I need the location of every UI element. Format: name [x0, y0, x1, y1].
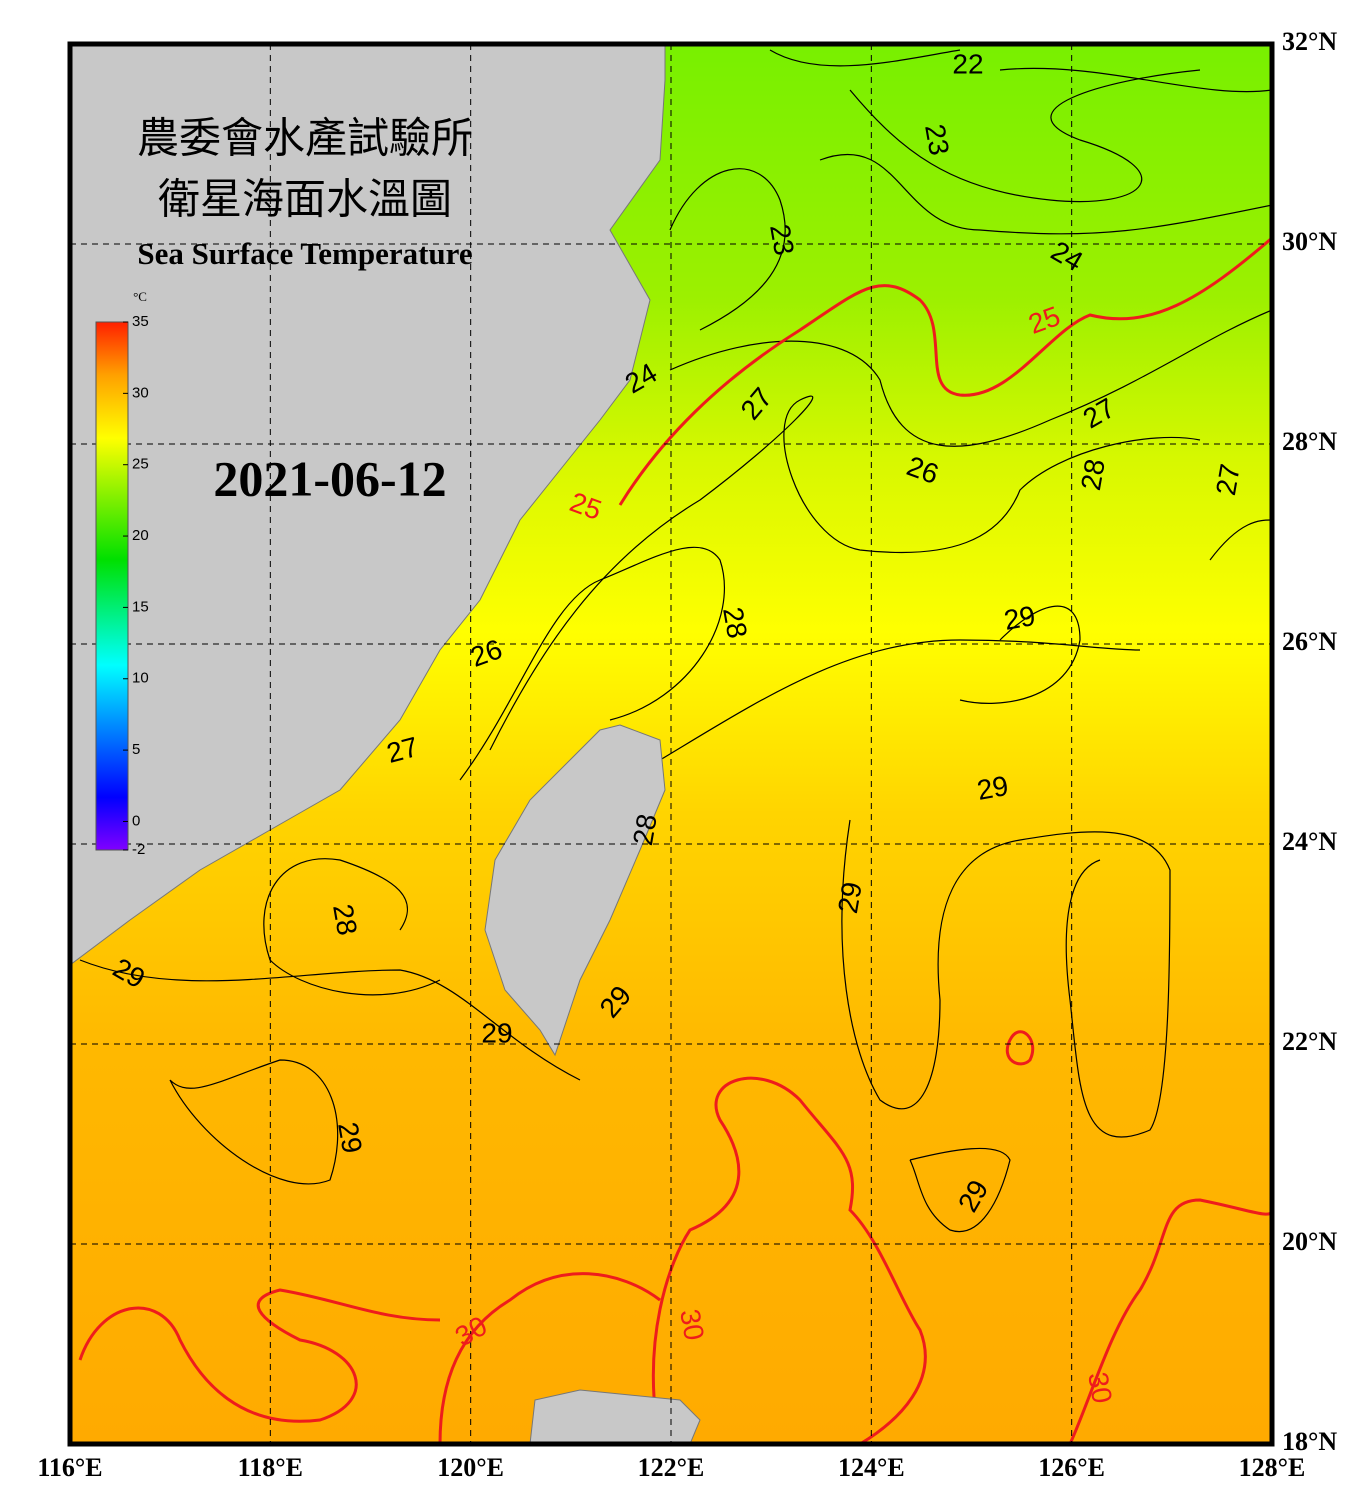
colorbar-unit: °C — [133, 289, 147, 304]
map-frame — [67, 41, 1275, 1447]
isotherm-30 — [78, 1030, 1272, 1444]
contour-label: 30 — [674, 1307, 710, 1343]
lon-tick-label: 122°E — [638, 1453, 705, 1482]
isotherm — [669, 309, 1272, 447]
contour-label: 29 — [1002, 600, 1038, 636]
colorbar-tick-label: -2 — [132, 841, 145, 858]
contour-label: 29 — [481, 1017, 512, 1048]
contour-label: 29 — [332, 1120, 368, 1156]
isotherm — [79, 959, 581, 1185]
luzon — [529, 1389, 701, 1444]
lon-tick-label: 124°E — [838, 1453, 905, 1482]
isotherm — [489, 395, 1272, 751]
land — [70, 44, 701, 1444]
subtitle-zh: 衛星海面水溫圖 — [158, 178, 452, 224]
isotherm — [769, 49, 1272, 93]
contour-label: 28 — [327, 902, 363, 938]
axis-labels: 116°E 118°E 120°E 122°E 124°E 126°E 128°E 32°N 3… — [37, 27, 1337, 1482]
lat-tick-label: 24°N — [1282, 827, 1337, 856]
lat-tick-label: 30°N — [1282, 227, 1337, 256]
lon-tick-label: 128°E — [1239, 1453, 1306, 1482]
lon-tick-label: 120°E — [437, 1453, 504, 1482]
contour-label: 30 — [1082, 1370, 1118, 1406]
isotherm — [841, 819, 1171, 1233]
colorbar-tick-label: 0 — [132, 812, 140, 829]
colorbar-tick-label: 15 — [132, 598, 149, 615]
contour-label: 23 — [919, 122, 955, 158]
lat-tick-label: 26°N — [1282, 627, 1337, 656]
lat-tick-label: 20°N — [1282, 1227, 1337, 1256]
colorbar-tick-label: 5 — [132, 741, 140, 758]
colorbar-tick-label: 30 — [132, 384, 149, 401]
isotherm — [459, 546, 1081, 781]
graticule — [70, 44, 1272, 1444]
contour-label: 28 — [627, 812, 663, 848]
date: 2021-06-12 — [213, 450, 446, 506]
colorbar-ticks: 35 30 25 20 15 10 5 0 -2 — [123, 313, 149, 858]
lat-tick-label: 32°N — [1282, 27, 1337, 56]
lat-tick-label: 28°N — [1282, 427, 1337, 456]
mainland-china — [70, 44, 666, 966]
isotherms-highlight — [78, 236, 1272, 1444]
isotherm — [669, 153, 1272, 331]
contour-label: 29 — [975, 770, 1011, 806]
lat-tick-label: 18°N — [1282, 1427, 1337, 1456]
title-zh: 農委會水產試驗所 — [137, 116, 473, 163]
colorbar-tick-label: 35 — [132, 313, 149, 330]
taiwan — [484, 724, 666, 1057]
colorbar — [95, 321, 129, 851]
lon-tick-label: 118°E — [238, 1453, 303, 1482]
title-en: Sea Surface Temperature — [137, 236, 472, 271]
lon-tick-label: 126°E — [1038, 1453, 1105, 1482]
contour-label: 27 — [1210, 462, 1246, 498]
isotherms — [79, 49, 1272, 1233]
lon-tick-label: 116°E — [37, 1453, 102, 1482]
isotherm-25 — [618, 236, 1272, 506]
colorbar-tick-label: 25 — [132, 456, 149, 473]
contour-label: 28 — [717, 605, 753, 641]
colorbar-tick-label: 10 — [132, 670, 149, 687]
contour-label: 22 — [952, 48, 983, 79]
contour-label: 28 — [1075, 457, 1111, 493]
isotherm — [849, 69, 1201, 203]
contour-label: 29 — [832, 880, 868, 916]
colorbar-tick-label: 20 — [132, 527, 149, 544]
lat-tick-label: 22°N — [1282, 1027, 1337, 1056]
contour-label: 23 — [764, 222, 800, 258]
